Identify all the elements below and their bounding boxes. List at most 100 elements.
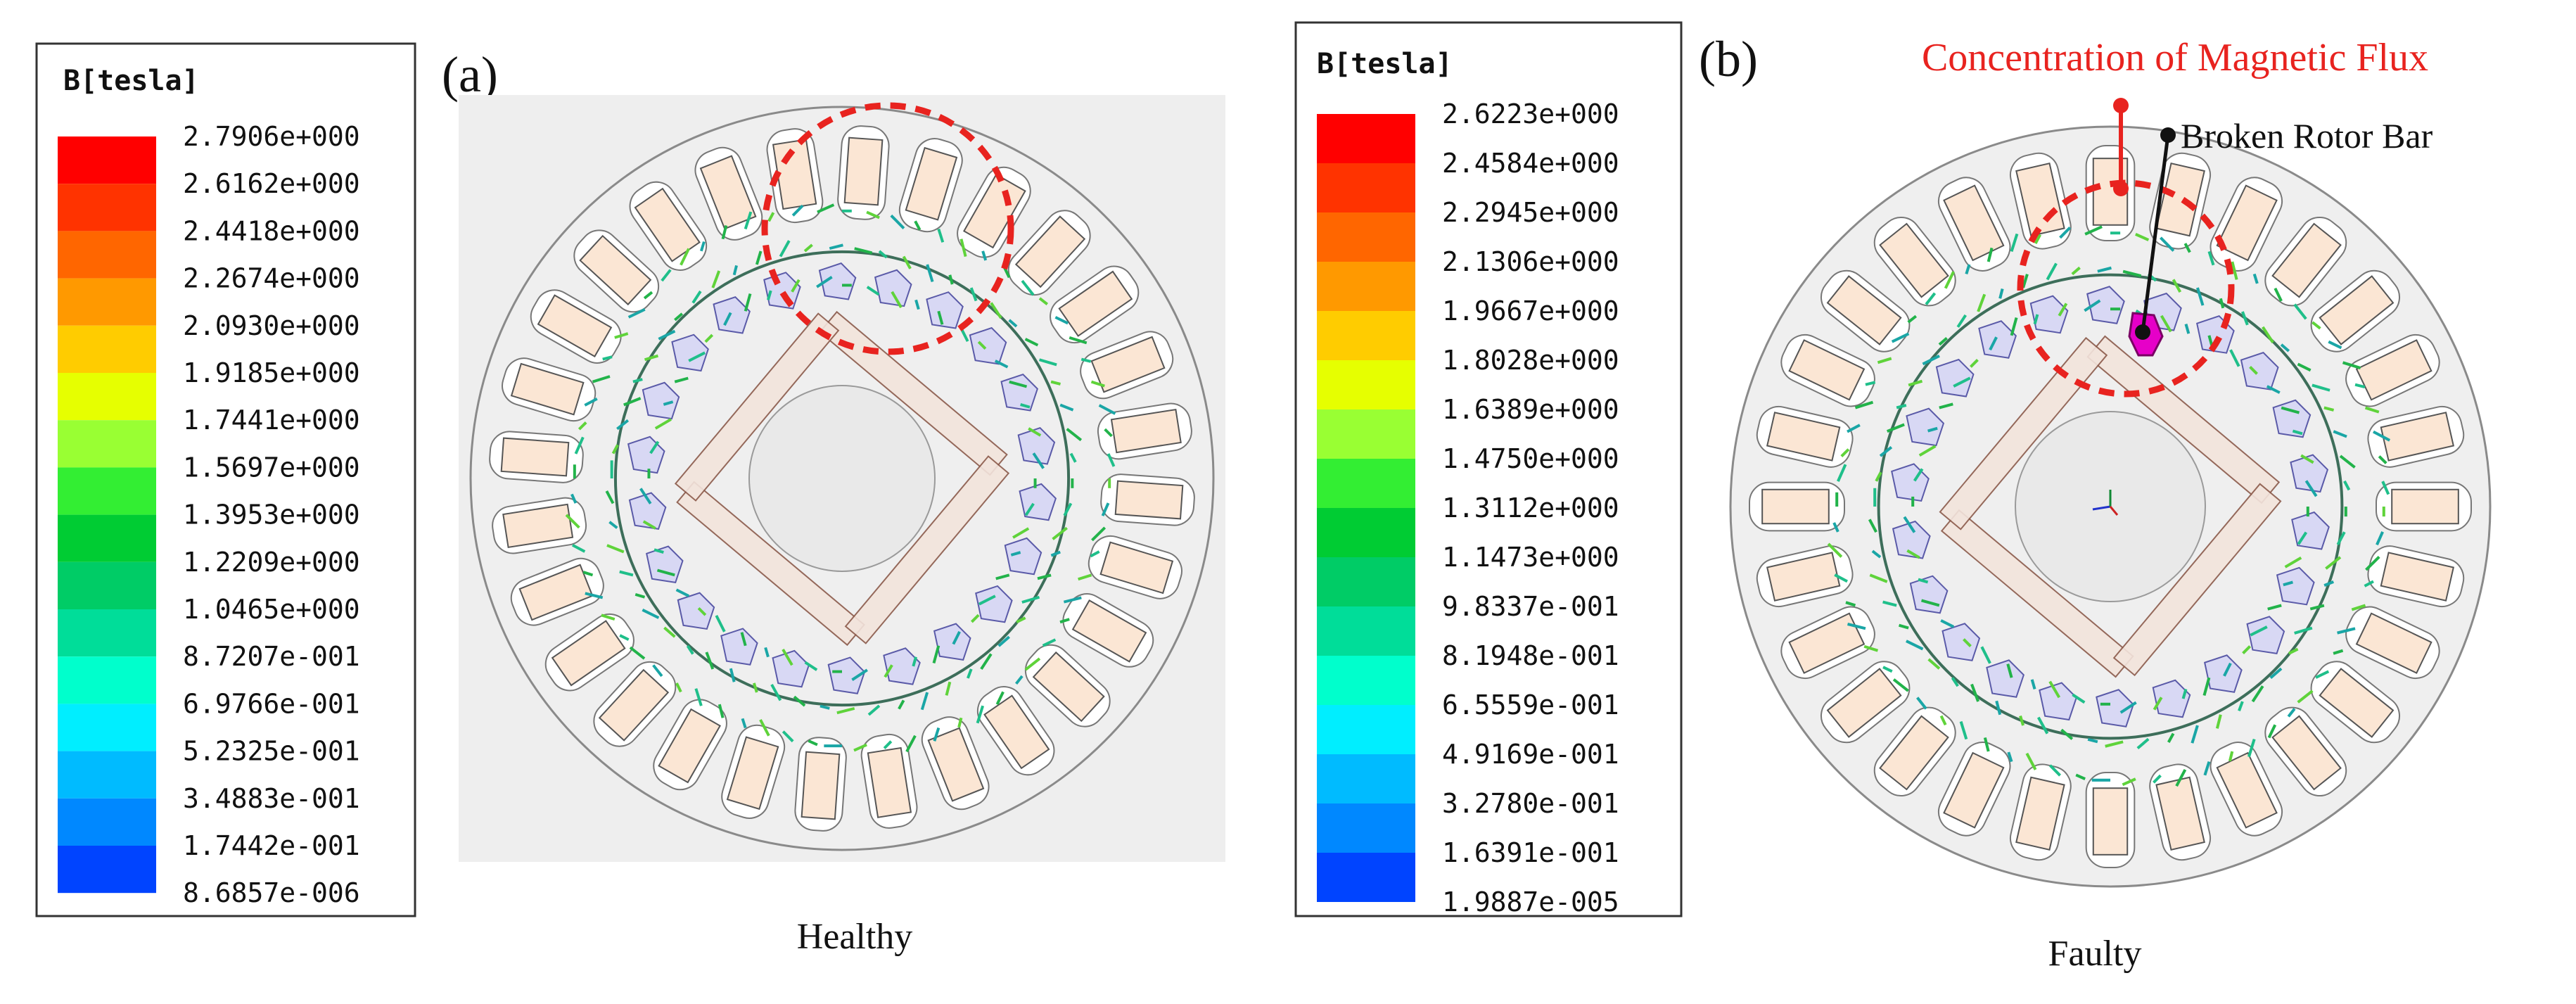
flux-arrow [1015,675,1024,685]
flux-arrow [2007,751,2013,763]
flux-arrow [2315,670,2330,679]
flux-arrow [614,332,629,339]
flux-arrow [866,286,880,296]
flux-arrow [791,279,801,293]
flux-arrow [1010,551,1021,557]
legend-swatch [1317,803,1415,853]
flux-arrow [782,730,794,743]
flux-arrow [605,490,615,504]
flux-arrow [2333,649,2344,655]
flux-arrow [932,645,941,664]
legend-swatch [1317,459,1415,508]
rotor-magnet-frame [1939,335,2282,678]
stator-slot [976,686,1055,776]
stator-slot [1062,593,1154,668]
legend-swatch [1317,360,1415,409]
flux-arrow [1832,522,1839,533]
flux-arrow [791,204,804,217]
flux-arrow [1008,319,1018,328]
flux-arrow [2075,773,2086,780]
flux-arrow [2160,314,2172,333]
legend-value: 2.0930e+000 [183,310,360,341]
flux-arrow [2266,385,2281,394]
flux-arrow [680,248,690,266]
flux-arrow [1995,700,2002,716]
flux-arrow [729,668,736,682]
flux-arrow [2333,430,2347,438]
flux-arrow [994,360,1009,369]
flux-arrow [652,664,663,678]
flux-arrow [723,312,732,326]
legend-swatch [58,751,156,799]
flux-arrow [616,419,630,431]
stator-slot [593,661,677,747]
flux-arrow [1021,279,1035,296]
flux-arrow [643,291,653,300]
flux-arrow [1091,526,1107,542]
flux-arrow [1038,358,1057,367]
flux-arrow [2025,752,2037,770]
rotor-bar [1892,520,1931,559]
flux-arrow [2238,701,2244,712]
flux-arrow [2172,279,2182,293]
flux-arrow [2034,234,2042,244]
flux-arrow [1098,404,1116,415]
flux-arrow [2339,455,2356,469]
flux-arrow [1837,464,1847,482]
flux-arrow [2060,728,2074,740]
annotation-bar-dot-top [2160,127,2176,143]
flux-arrow [970,614,980,623]
stator-slot [2345,606,2440,680]
flux-arrow [1882,666,1893,673]
flux-arrow [854,247,873,255]
flux-arrow [584,397,598,407]
flux-arrow [2240,311,2249,326]
flux-arrow [2030,679,2036,690]
rotor-bar [2086,286,2125,324]
legend-swatch [58,514,156,562]
flux-arrow [1024,502,1035,516]
stator-slot [766,128,824,224]
flux-arrow [1989,336,1998,351]
flux-arrow [1913,468,1924,482]
flux-arrow [674,376,689,383]
legend-swatch [58,325,156,373]
flux-arrow [663,626,676,638]
flux-arrow [2247,738,2256,758]
rotor-bar [628,492,667,530]
flux-arrow [948,274,954,285]
stator-slot [957,166,1031,258]
stator-slot [1080,331,1174,400]
flux-arrow [878,250,888,259]
flux-arrow [2364,580,2374,587]
flux-arrow [2071,266,2081,276]
flux-arrow [1879,445,1893,457]
rotor-bar [2240,352,2279,390]
flux-arrow [2160,236,2175,252]
flux-arrow [2046,262,2058,281]
flux-arrow [2267,724,2277,739]
flux-arrow [2250,625,2268,637]
legend-swatch [58,846,156,894]
flux-arrow [644,354,659,362]
legend-value: 1.0465e+000 [183,594,360,625]
stator-slot [2345,333,2440,407]
flux-arrow [752,682,758,693]
flux-arrow [1028,427,1042,437]
stator-slot [898,138,963,233]
flux-arrow [1054,316,1069,325]
flux-arrow [2006,663,2013,678]
flux-arrow [782,649,793,666]
stator-slot [1780,333,1875,407]
flux-arrow [1927,426,1938,433]
flux-arrow [642,609,660,619]
rotor-bar [1004,537,1042,576]
flux-arrow [2288,647,2299,655]
stator-slot [2376,481,2472,532]
flux-arrow [2215,714,2222,729]
flux-arrow [2167,732,2175,743]
flux-arrow [2300,454,2314,464]
stator-slot [1873,706,1956,797]
flux-arrow [663,400,674,406]
flux-arrow [1886,423,1905,433]
